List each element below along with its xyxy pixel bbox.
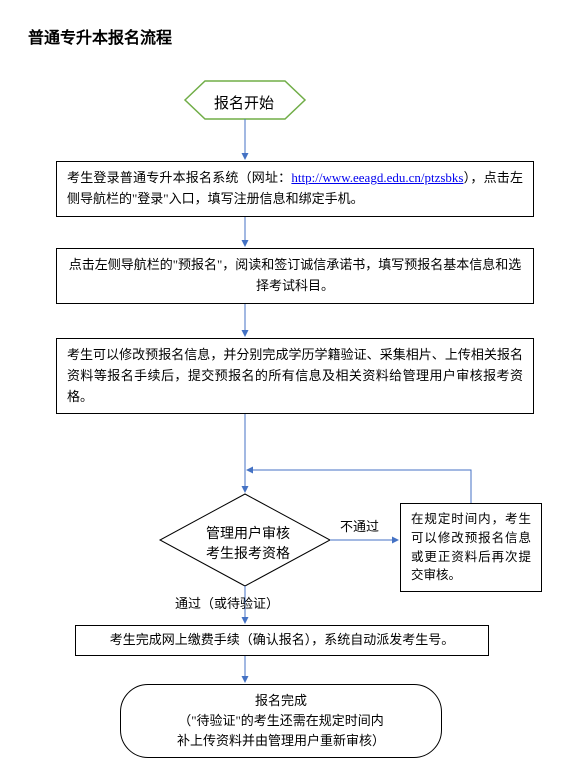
login-text-pre: 考生登录普通专升本报名系统（网址： xyxy=(67,170,291,185)
end-terminator: 报名完成 （"待验证"的考生还需在规定时间内 补上传资料并由管理用户重新审核） xyxy=(120,684,442,758)
end-line1: 报名完成 xyxy=(255,693,307,708)
modify-text: 考生可以修改预报名信息，并分别完成学历学籍验证、采集相片、上传相关报名资料等报名… xyxy=(67,347,523,404)
start-label: 报名开始 xyxy=(184,92,304,113)
reject-text: 在规定时间内，考生可以修改预报名信息或更正资料后再次提交审核。 xyxy=(411,512,531,582)
prereg-box: 点击左侧导航栏的"预报名"，阅读和签订诚信承诺书，填写预报名基本信息和选择考试科… xyxy=(56,248,534,304)
pay-box: 考生完成网上缴费手续（确认报名），系统自动派发考生号。 xyxy=(75,625,489,656)
end-line2: （"待验证"的考生还需在规定时间内 xyxy=(178,713,384,728)
decision-line1: 管理用户审核 xyxy=(206,527,290,542)
prereg-text: 点击左侧导航栏的"预报名"，阅读和签订诚信承诺书，填写预报名基本信息和选择考试科… xyxy=(69,257,522,293)
login-url: http://www.eeagd.edu.cn/ptzsbks xyxy=(291,170,463,185)
pay-text: 考生完成网上缴费手续（确认报名），系统自动派发考生号。 xyxy=(110,632,455,647)
end-line3: 补上传资料并由管理用户重新审核） xyxy=(177,733,385,748)
pass-label: 通过（或待验证） xyxy=(175,593,279,612)
decision-line2: 考生报考资格 xyxy=(206,547,290,562)
arrow-reject-loop xyxy=(247,470,471,503)
fail-label: 不通过 xyxy=(340,516,379,535)
decision-label: 管理用户审核 考生报考资格 xyxy=(178,525,318,564)
reject-box: 在规定时间内，考生可以修改预报名信息或更正资料后再次提交审核。 xyxy=(400,503,542,592)
modify-box: 考生可以修改预报名信息，并分别完成学历学籍验证、采集相片、上传相关报名资料等报名… xyxy=(56,338,534,414)
login-box: 考生登录普通专升本报名系统（网址：http://www.eeagd.edu.cn… xyxy=(56,161,534,217)
